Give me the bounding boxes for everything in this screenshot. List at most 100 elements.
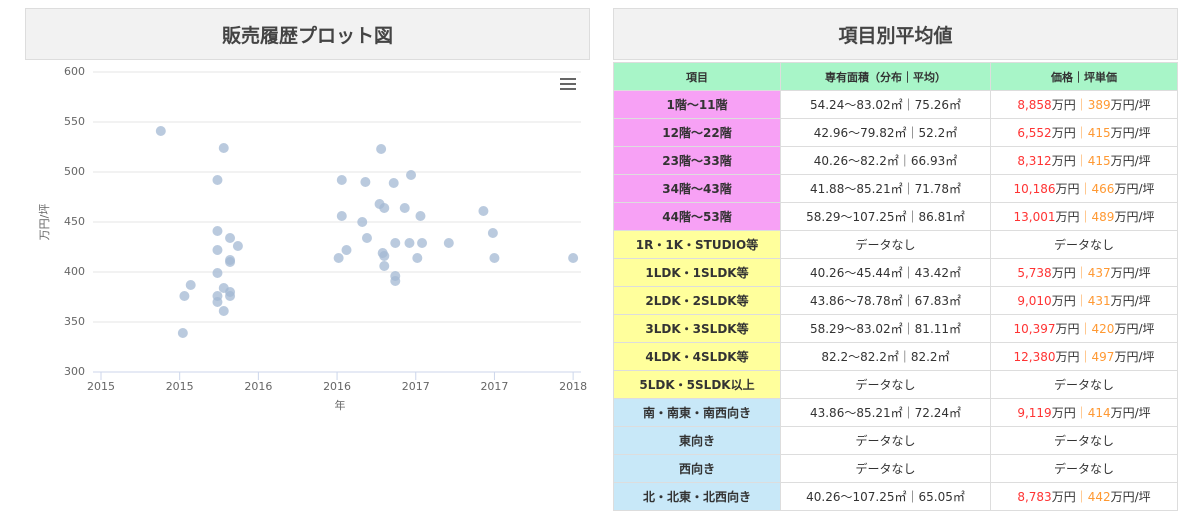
area-cell: データなし: [780, 426, 991, 455]
separator: ｜: [1075, 406, 1088, 420]
price-cell: 10,397万円｜420万円/坪: [990, 314, 1178, 343]
table-row: 1R・1K・STUDIO等 データなし データなし: [613, 230, 1178, 259]
x-tick-label: 2016: [244, 380, 272, 393]
tsubo-unit: 万円/坪: [1110, 126, 1151, 140]
area-cell: 43.86～78.78㎡｜67.83㎡: [780, 286, 991, 315]
header-cell: 専有面積（分布｜平均）: [780, 62, 991, 91]
x-tick-label: 2016: [323, 380, 351, 393]
price: 8,783: [1017, 490, 1052, 504]
price-unit: 万円: [1055, 210, 1080, 224]
item-cell: 1R・1K・STUDIO等: [613, 230, 781, 259]
price-note: データなし: [1053, 378, 1114, 392]
point: [379, 251, 390, 261]
point: [212, 245, 223, 255]
point: [406, 170, 417, 180]
point: [390, 276, 401, 286]
point: [376, 144, 387, 154]
point: [487, 228, 498, 238]
price-cell: 5,738万円｜437万円/坪: [990, 258, 1178, 287]
point: [333, 253, 344, 263]
point: [404, 238, 415, 248]
item-cell: 北・北東・北西向き: [613, 482, 781, 511]
area-cell: 58.29～83.02㎡｜81.11㎡: [780, 314, 991, 343]
item-cell: 西向き: [613, 454, 781, 483]
price-cell: 9,119万円｜414万円/坪: [990, 398, 1178, 427]
point: [379, 203, 390, 213]
point: [443, 238, 454, 248]
area-cell: データなし: [780, 230, 991, 259]
price: 9,010: [1017, 294, 1052, 308]
point: [415, 211, 426, 221]
price-cell: 6,552万円｜415万円/坪: [990, 118, 1178, 147]
point: [360, 177, 371, 187]
y-tick-label: 450: [64, 215, 85, 228]
header-cell: 価格｜坪単価: [990, 62, 1178, 91]
area-cell: 58.29～107.25㎡｜86.81㎡: [780, 202, 991, 231]
tsubo-unit: 万円/坪: [1114, 322, 1155, 336]
separator: ｜: [1079, 182, 1092, 196]
point: [341, 245, 352, 255]
point: [232, 241, 243, 251]
separator: ｜: [1079, 350, 1092, 364]
point: [417, 238, 428, 248]
area-cell: 40.26～45.44㎡｜43.42㎡: [780, 258, 991, 287]
item-cell: 23階～33階: [613, 146, 781, 175]
separator: ｜: [1075, 154, 1088, 168]
price-unit: 万円: [1055, 182, 1080, 196]
price-note: データなし: [1053, 462, 1114, 476]
tsubo-price: 415: [1087, 126, 1111, 140]
table-row: 1LDK・1SLDK等 40.26～45.44㎡｜43.42㎡ 5,738万円｜43…: [613, 258, 1178, 287]
price-cell: 10,186万円｜466万円/坪: [990, 174, 1178, 203]
table-row: 西向き データなし データなし: [613, 454, 1178, 483]
y-axis-label: 万円/坪: [38, 204, 51, 241]
item-cell: 5LDK・5SLDK以上: [613, 370, 781, 399]
table-row: 12階～22階 42.96～79.82㎡｜52.2㎡ 6,552万円｜415万円/坪: [613, 118, 1178, 147]
price-unit: 万円: [1051, 126, 1076, 140]
point: [212, 297, 223, 307]
point: [212, 175, 223, 185]
chart: 万円/坪 年 300 350 400 450 500 550 600 2015 2015 2016…: [38, 65, 587, 412]
tsubo-price: 414: [1087, 406, 1111, 420]
y-tick-label: 600: [64, 65, 85, 78]
area-cell: 41.88～85.21㎡｜71.78㎡: [780, 174, 991, 203]
separator: ｜: [1075, 490, 1088, 504]
separator: ｜: [1079, 210, 1092, 224]
tsubo-price: 466: [1091, 182, 1115, 196]
price-cell: 9,010万円｜431万円/坪: [990, 286, 1178, 315]
price: 13,001: [1013, 210, 1056, 224]
price: 10,397: [1013, 322, 1056, 336]
item-cell: 12階～22階: [613, 118, 781, 147]
area-cell: 40.26～107.25㎡｜65.05㎡: [780, 482, 991, 511]
separator: ｜: [1075, 266, 1088, 280]
table-row: 23階～33階 40.26～82.2㎡｜66.93㎡ 8,312万円｜415万円/坪: [613, 146, 1178, 175]
y-tick-label: 350: [64, 315, 85, 328]
item-cell: 東向き: [613, 426, 781, 455]
tsubo-unit: 万円/坪: [1114, 210, 1155, 224]
tsubo-price: 497: [1091, 350, 1115, 364]
header-row: 項目 専有面積（分布｜平均） 価格｜坪単価: [613, 62, 1178, 91]
tsubo-unit: 万円/坪: [1110, 406, 1151, 420]
area-cell: データなし: [780, 454, 991, 483]
x-tick-label: 2017: [402, 380, 430, 393]
point: [412, 253, 423, 263]
menu-icon[interactable]: [560, 78, 576, 90]
tsubo-price: 442: [1087, 490, 1111, 504]
area-cell: 54.24～83.02㎡｜75.26㎡: [780, 90, 991, 119]
price-unit: 万円: [1051, 98, 1076, 112]
summary-table: 項目 専有面積（分布｜平均） 価格｜坪単価 1階～11階 54.24～83.02㎡｜75…: [613, 62, 1178, 511]
tsubo-unit: 万円/坪: [1110, 98, 1151, 112]
table-row: 4LDK・4SLDK等 82.2～82.2㎡｜82.2㎡ 12,380万円｜497万…: [613, 342, 1178, 371]
x-tick-label: 2018: [559, 380, 587, 393]
price-unit: 万円: [1055, 322, 1080, 336]
panel-title: 項目別平均値: [613, 8, 1178, 60]
price-unit: 万円: [1055, 350, 1080, 364]
table-row: 南・南東・南西向き 43.86～85.21㎡｜72.24㎡ 9,119万円｜414万…: [613, 398, 1178, 427]
price-note: データなし: [1053, 434, 1114, 448]
price-cell: データなし: [990, 230, 1178, 259]
x-axis-label: 年: [335, 398, 346, 412]
point: [568, 253, 579, 263]
point: [489, 253, 500, 263]
point: [225, 291, 236, 301]
point: [225, 257, 236, 267]
area-cell: 42.96～79.82㎡｜52.2㎡: [780, 118, 991, 147]
